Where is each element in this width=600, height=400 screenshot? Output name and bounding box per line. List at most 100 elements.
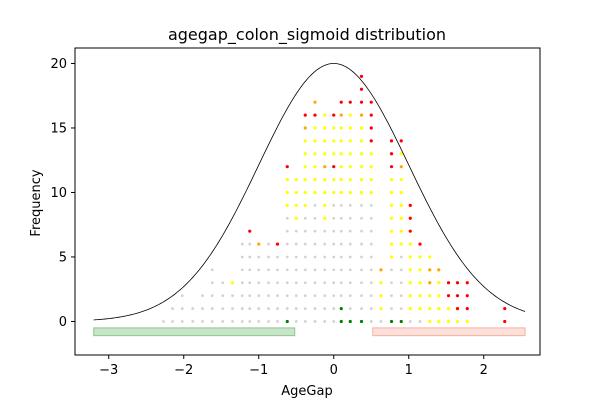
data-point xyxy=(369,255,373,259)
x-tick-label: 0 xyxy=(330,363,338,378)
data-point xyxy=(332,139,336,143)
data-point xyxy=(257,242,261,246)
data-point xyxy=(221,320,225,323)
y-tick-label: 0 xyxy=(59,315,67,330)
data-point xyxy=(323,307,327,310)
data-point xyxy=(369,294,373,298)
data-point xyxy=(360,229,363,233)
data-point xyxy=(389,139,394,143)
data-point xyxy=(221,307,225,310)
data-point xyxy=(360,281,363,285)
data-point xyxy=(230,281,235,285)
data-point xyxy=(359,319,364,324)
data-point xyxy=(332,216,336,220)
data-point xyxy=(285,177,289,182)
data-point xyxy=(294,268,298,272)
data-point xyxy=(323,216,327,220)
data-point xyxy=(399,165,403,169)
data-point xyxy=(267,320,270,323)
data-point xyxy=(437,294,441,298)
data-point xyxy=(408,281,412,285)
data-point xyxy=(231,320,234,323)
data-point xyxy=(285,294,289,298)
data-point xyxy=(418,294,422,298)
data-point xyxy=(408,320,412,323)
data-point xyxy=(379,320,383,323)
data-point xyxy=(369,281,373,285)
data-point xyxy=(379,306,383,311)
data-point xyxy=(428,319,432,324)
data-point xyxy=(285,281,289,285)
data-point xyxy=(339,242,343,246)
data-point xyxy=(294,294,298,298)
data-point xyxy=(332,294,336,298)
data-point xyxy=(389,229,394,233)
data-point xyxy=(257,320,261,323)
data-point xyxy=(369,320,373,323)
data-point xyxy=(379,268,383,272)
data-point xyxy=(339,306,343,311)
data-point xyxy=(455,281,460,285)
data-point xyxy=(390,268,393,272)
data-point xyxy=(369,307,373,310)
data-point xyxy=(313,242,317,246)
data-point xyxy=(294,242,298,246)
data-point xyxy=(408,306,412,311)
data-point xyxy=(191,307,195,310)
y-tick-label: 20 xyxy=(50,57,67,72)
data-point xyxy=(465,319,469,324)
data-point xyxy=(313,281,317,285)
data-point xyxy=(180,307,184,310)
data-point xyxy=(455,294,460,298)
data-point xyxy=(240,307,244,310)
data-point xyxy=(389,190,394,195)
data-point xyxy=(267,255,270,259)
data-point xyxy=(332,255,336,259)
data-point xyxy=(323,242,327,246)
data-point xyxy=(408,268,412,272)
data-point xyxy=(399,255,403,259)
data-point xyxy=(294,281,298,285)
data-point xyxy=(437,319,441,324)
data-point xyxy=(221,294,225,298)
data-point xyxy=(390,307,393,310)
data-point xyxy=(360,242,363,246)
data-point xyxy=(248,320,252,323)
data-point xyxy=(339,203,343,207)
data-point xyxy=(313,203,317,207)
x-axis-label: AgeGap xyxy=(281,384,332,399)
data-point xyxy=(180,320,184,323)
data-point xyxy=(332,320,336,323)
data-point xyxy=(210,294,214,298)
data-point xyxy=(455,306,460,311)
data-point xyxy=(313,255,317,259)
data-point xyxy=(437,281,441,285)
data-point xyxy=(162,320,165,323)
data-point xyxy=(360,268,363,272)
data-point xyxy=(369,100,373,104)
data-point xyxy=(359,100,364,104)
data-point xyxy=(390,281,393,285)
data-point xyxy=(418,255,422,259)
data-point xyxy=(339,190,343,195)
x-tick-label: 1 xyxy=(405,363,413,378)
data-point xyxy=(248,268,252,272)
data-point xyxy=(257,281,261,285)
data-point xyxy=(323,229,327,233)
data-point xyxy=(303,152,307,156)
data-point xyxy=(389,177,394,182)
data-point xyxy=(348,229,352,233)
data-point xyxy=(303,190,307,195)
data-point xyxy=(313,190,317,195)
data-point xyxy=(399,216,403,220)
data-point xyxy=(348,216,352,220)
data-point xyxy=(303,320,307,323)
data-point xyxy=(303,229,307,233)
data-point xyxy=(348,242,352,246)
data-point xyxy=(257,268,261,272)
data-point xyxy=(369,139,373,143)
data-point xyxy=(369,165,373,169)
data-point xyxy=(348,294,352,298)
data-point xyxy=(418,242,422,246)
